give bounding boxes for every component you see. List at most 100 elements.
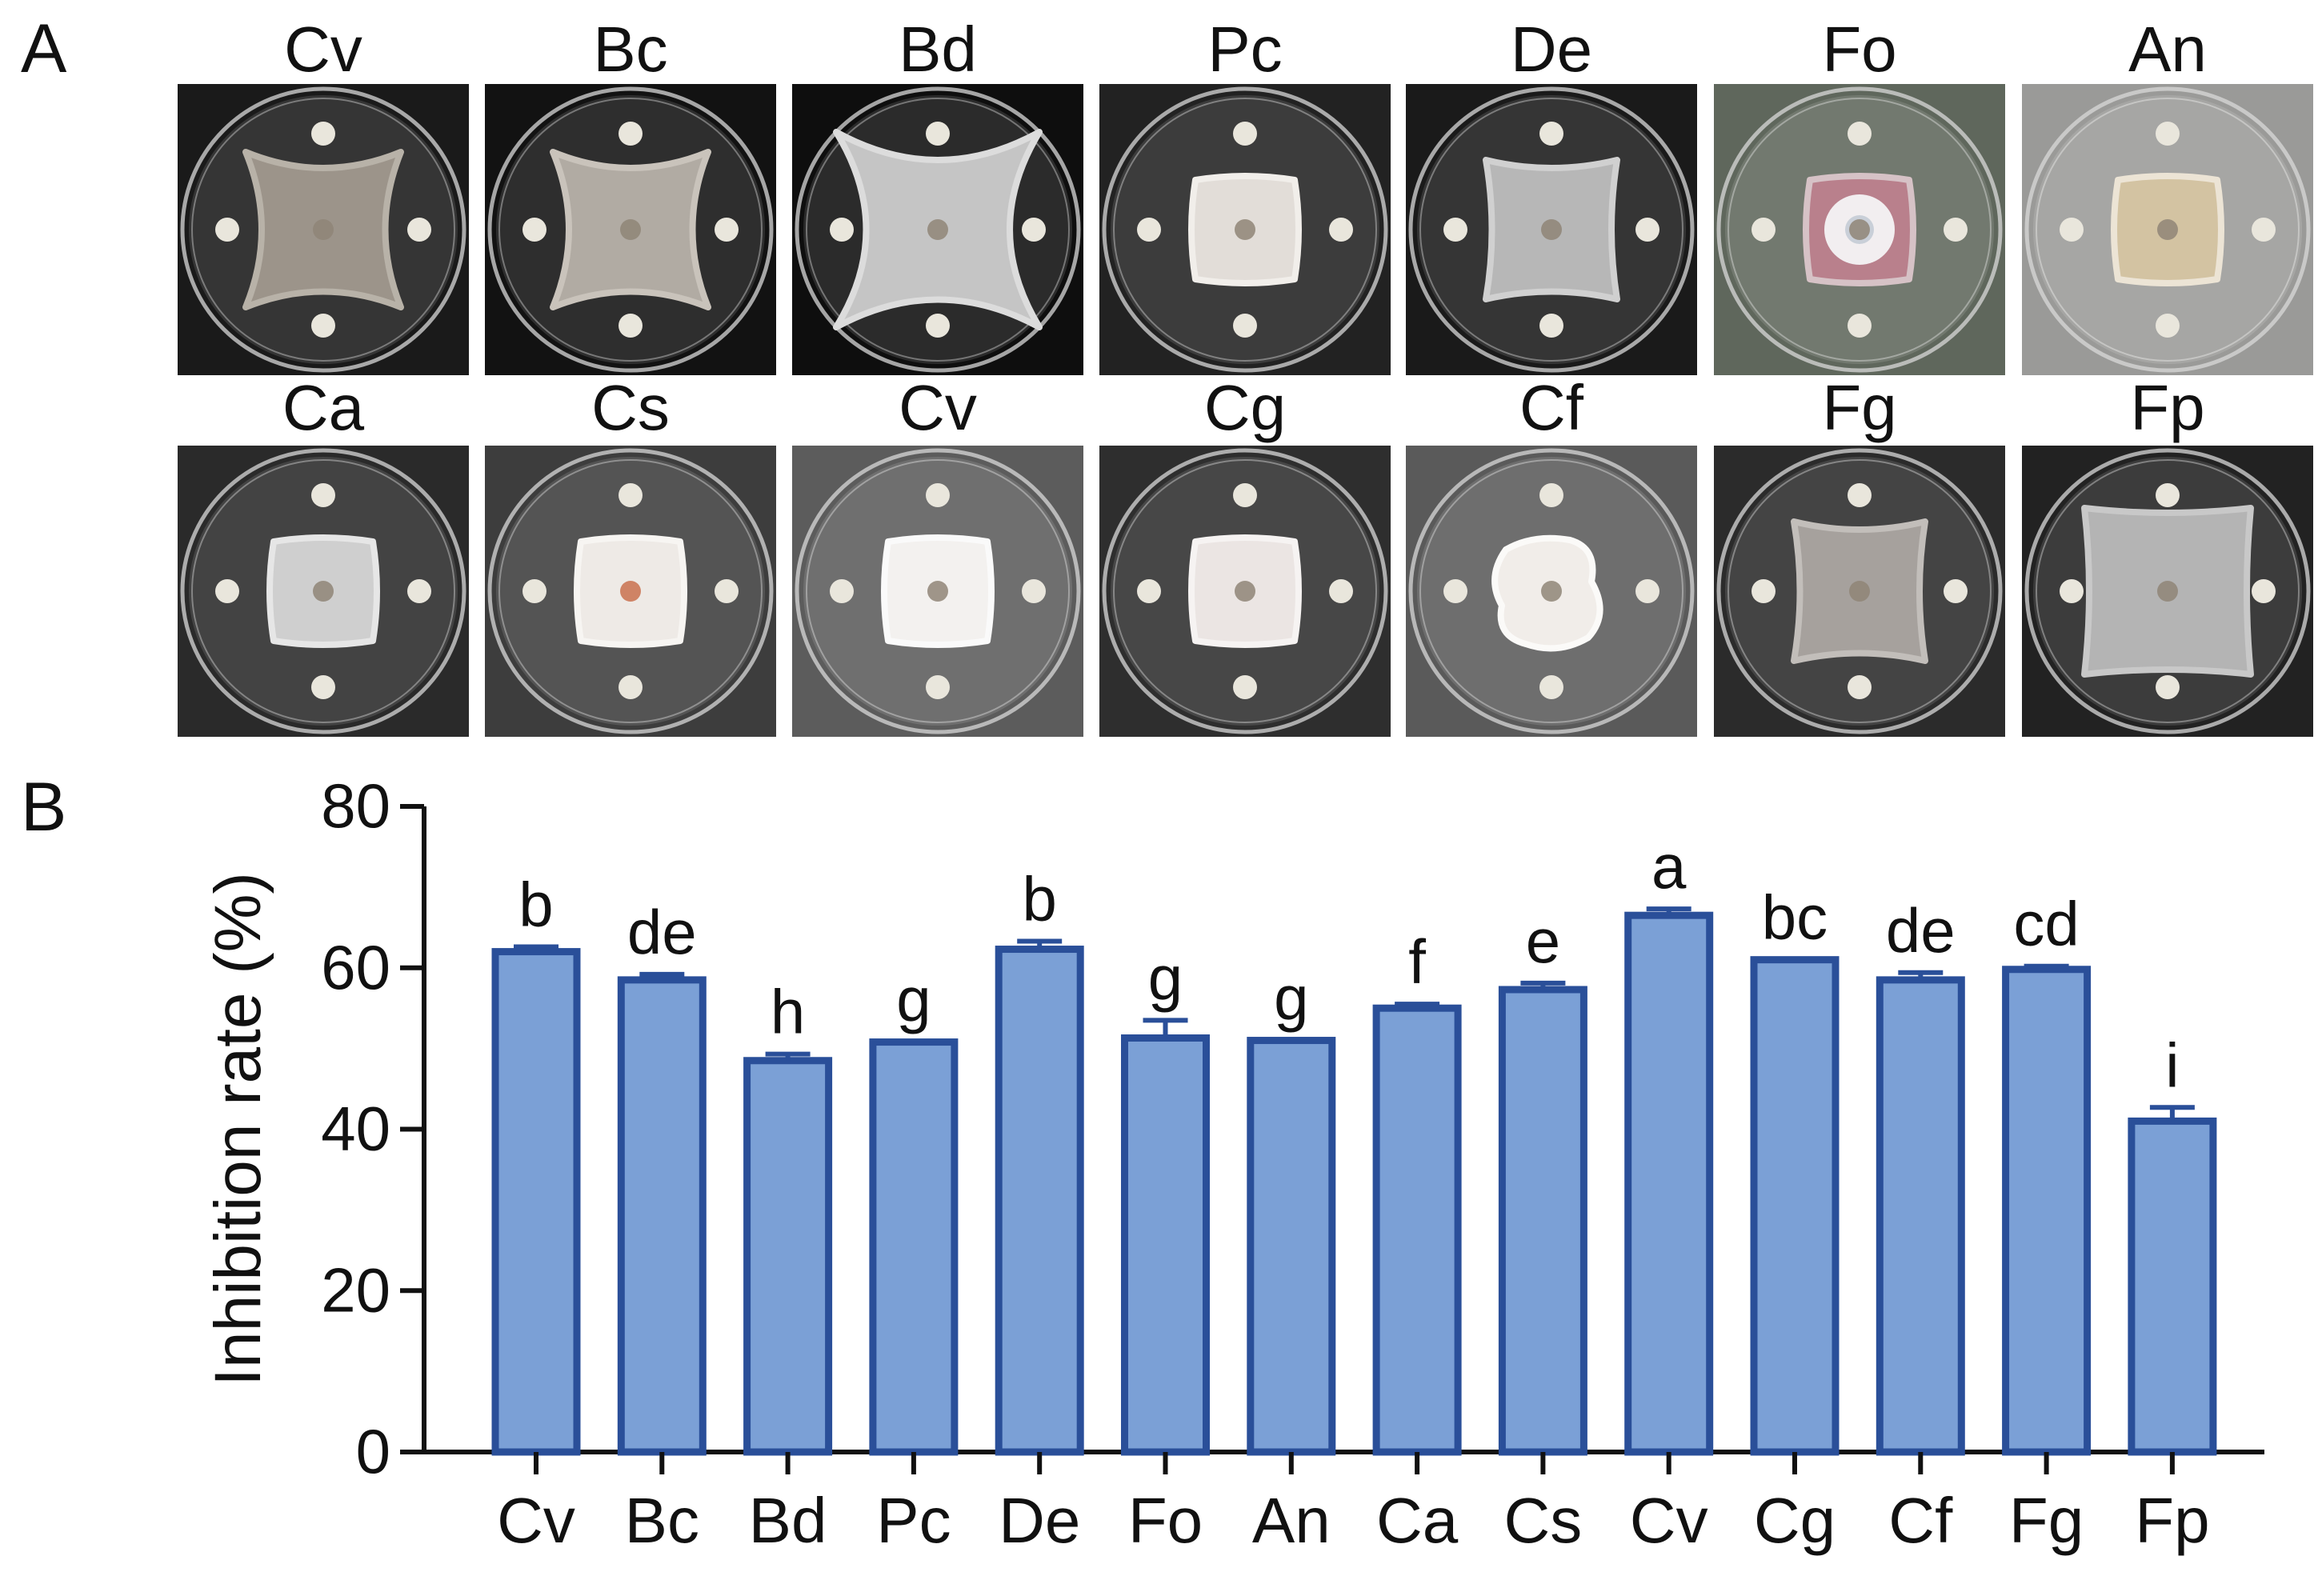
significance-letter: bc — [1762, 882, 1828, 953]
significance-letter: b — [518, 870, 553, 940]
filter-paper-disc — [1752, 218, 1776, 242]
plate-label: Fo — [1822, 14, 1897, 85]
bar — [1750, 956, 1840, 1456]
x-tick-label: Cg — [1754, 1485, 1836, 1556]
filter-paper-disc — [926, 675, 950, 699]
bar — [1247, 1037, 1336, 1456]
petri-dish — [2024, 448, 2311, 734]
petri-dish — [1408, 86, 1695, 373]
x-tick-label: Cf — [1888, 1485, 1953, 1556]
plate-label: De — [1510, 14, 1593, 85]
filter-paper-disc — [830, 218, 854, 242]
significance-letter: f — [1408, 926, 1426, 997]
significance-letter: h — [771, 977, 805, 1047]
y-tick-label: 60 — [321, 932, 390, 1002]
bar-chart-panel: 0 20 40 60 80 Inhibition rate (%) b Cv de Bc h Bd g P… — [0, 768, 2318, 1596]
filter-paper-disc — [1539, 675, 1563, 699]
plate-label: Cf — [1519, 372, 1583, 443]
filter-paper-disc — [2252, 218, 2276, 242]
y-tick-label: 0 — [356, 1416, 390, 1486]
plate-photo — [2022, 84, 2313, 375]
y-tick-label: 20 — [321, 1254, 390, 1325]
filter-paper-disc — [1848, 122, 1872, 146]
filter-paper-disc — [1752, 579, 1776, 603]
plate-photo — [1406, 446, 1697, 737]
petri-dish — [487, 86, 774, 373]
filter-paper-disc — [2060, 579, 2084, 603]
bar — [1121, 1034, 1210, 1456]
significance-letter: de — [1886, 895, 1956, 966]
filter-paper-disc — [522, 579, 546, 603]
plate-photo — [2022, 446, 2313, 737]
filter-paper-disc — [1233, 314, 1257, 338]
x-tick-label: An — [1252, 1485, 1331, 1556]
filter-paper-disc — [1443, 218, 1467, 242]
filter-paper-disc — [522, 218, 546, 242]
filter-paper-disc — [1329, 579, 1353, 603]
bar — [491, 948, 581, 1456]
y-axis-label: Inhibition rate (%) — [202, 872, 274, 1386]
filter-paper-disc — [2156, 122, 2180, 146]
filter-paper-disc — [1848, 675, 1872, 699]
petri-dish — [487, 448, 774, 734]
filter-paper-disc — [311, 675, 335, 699]
filter-paper-disc — [2156, 675, 2180, 699]
filter-paper-disc — [215, 218, 239, 242]
filter-paper-disc — [1137, 579, 1161, 603]
plate-photo — [178, 446, 469, 737]
filter-paper-disc — [1233, 675, 1257, 699]
filter-paper-disc — [311, 314, 335, 338]
filter-paper-disc — [619, 122, 643, 146]
filter-paper-disc — [1635, 579, 1659, 603]
x-tick-label: Fp — [2135, 1485, 2209, 1556]
filter-paper-disc — [1233, 483, 1257, 507]
bar — [1498, 986, 1587, 1456]
filter-paper-disc — [619, 675, 643, 699]
filter-paper-disc — [926, 122, 950, 146]
petri-dish — [180, 86, 466, 373]
petri-dish — [1716, 86, 2003, 373]
bar — [1624, 911, 1714, 1456]
petri-dish — [795, 86, 1081, 373]
bar — [2128, 1117, 2217, 1456]
petri-dish — [1716, 448, 2003, 734]
petri-dish — [180, 448, 466, 734]
filter-paper-disc — [1022, 579, 1046, 603]
x-tick-label: Ca — [1376, 1485, 1459, 1556]
significance-letter: cd — [2013, 889, 2079, 959]
x-tick-label: Cs — [1504, 1485, 1583, 1556]
filter-paper-disc — [1635, 218, 1659, 242]
plate-photo — [485, 84, 776, 375]
filter-paper-disc — [1539, 483, 1563, 507]
plate-label: Fg — [1822, 372, 1897, 443]
significance-letter: g — [1274, 963, 1308, 1034]
plate-label: Cv — [284, 14, 362, 85]
significance-letter: de — [627, 897, 697, 967]
x-tick-label: Cv — [1630, 1485, 1708, 1556]
plate-label: Fp — [2130, 372, 2205, 443]
x-tick-label: Pc — [876, 1485, 951, 1556]
filter-paper-disc — [2252, 579, 2276, 603]
panel-a-letter: A — [21, 10, 67, 87]
bar — [1876, 976, 1965, 1456]
significance-letter: g — [896, 965, 931, 1035]
x-tick-label: Bd — [749, 1485, 827, 1556]
plate-photo — [1406, 84, 1697, 375]
significance-letter: b — [1023, 863, 1057, 934]
plate-label: An — [2128, 14, 2207, 85]
bar — [995, 946, 1084, 1456]
filter-paper-disc — [407, 218, 431, 242]
filter-paper-disc — [619, 314, 643, 338]
significance-letter: a — [1651, 831, 1687, 902]
x-tick-label: Fo — [1128, 1485, 1203, 1556]
filter-paper-disc — [715, 579, 739, 603]
plate-photo — [1099, 84, 1391, 375]
filter-paper-disc — [311, 122, 335, 146]
plate-label: Cs — [591, 372, 670, 443]
bar-chart: 0 20 40 60 80 Inhibition rate (%) b Cv de Bc h Bd g P… — [202, 770, 2264, 1556]
petri-dish — [2024, 86, 2311, 373]
bar — [1372, 1004, 1462, 1456]
bar — [617, 976, 707, 1456]
petri-dish — [1102, 448, 1388, 734]
y-tick-label: 40 — [321, 1094, 390, 1164]
